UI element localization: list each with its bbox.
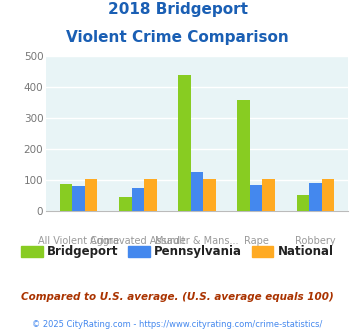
Text: All Violent Crime: All Violent Crime <box>38 236 119 246</box>
Text: Aggravated Assault: Aggravated Assault <box>90 236 186 246</box>
Bar <box>85 179 98 211</box>
Bar <box>144 179 157 211</box>
Text: Violent Crime Comparison: Violent Crime Comparison <box>66 30 289 45</box>
Bar <box>72 186 85 211</box>
Text: Robbery: Robbery <box>295 236 336 246</box>
Bar <box>203 179 216 211</box>
Bar <box>309 183 322 211</box>
Text: Murder & Mans...: Murder & Mans... <box>155 236 239 246</box>
Bar <box>322 179 334 211</box>
Text: 2018 Bridgeport: 2018 Bridgeport <box>108 2 247 16</box>
Bar <box>178 75 191 211</box>
Bar <box>250 185 262 211</box>
Bar <box>60 184 72 211</box>
Bar <box>132 188 144 211</box>
Bar <box>262 179 275 211</box>
Text: © 2025 CityRating.com - https://www.cityrating.com/crime-statistics/: © 2025 CityRating.com - https://www.city… <box>32 320 323 329</box>
Text: Rape: Rape <box>244 236 269 246</box>
Bar <box>296 195 309 211</box>
Bar <box>119 197 132 211</box>
Bar <box>191 172 203 211</box>
Legend: Bridgeport, Pennsylvania, National: Bridgeport, Pennsylvania, National <box>17 241 338 263</box>
Text: Compared to U.S. average. (U.S. average equals 100): Compared to U.S. average. (U.S. average … <box>21 292 334 302</box>
Bar <box>237 100 250 211</box>
